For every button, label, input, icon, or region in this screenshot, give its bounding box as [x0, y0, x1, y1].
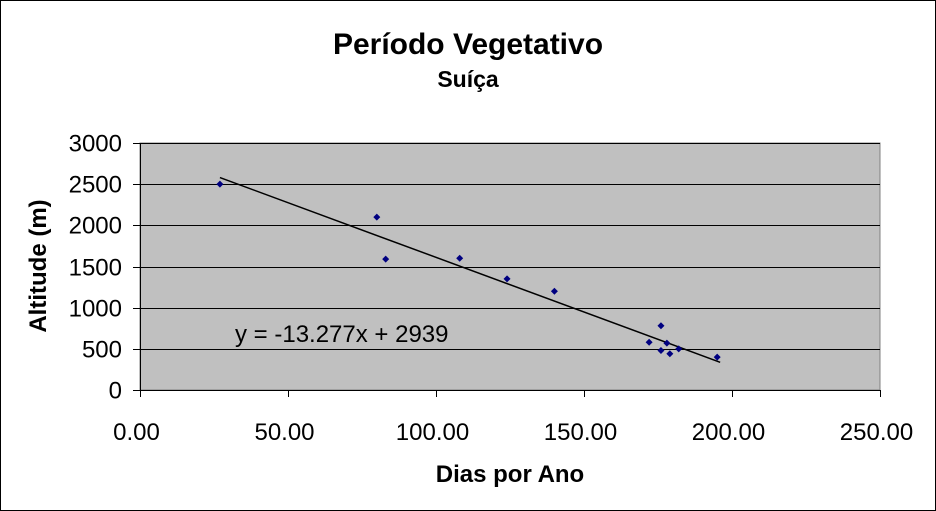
data-point-9	[663, 339, 671, 347]
data-point-11	[675, 345, 683, 353]
data-point-0	[216, 180, 224, 188]
data-point-4	[503, 275, 511, 283]
trendline-equation: y = -13.277x + 2939	[235, 321, 449, 348]
x-tick-label-5: 250.00	[840, 419, 913, 446]
data-point-2	[382, 255, 390, 263]
y-tick-label-5: 2500	[69, 172, 122, 199]
data-point-10	[666, 350, 674, 358]
axes	[140, 143, 880, 391]
y-tick-label-4: 2000	[69, 213, 122, 240]
gridlines	[140, 143, 880, 350]
x-tick-label-1: 50.00	[254, 419, 314, 446]
data-point-7	[657, 322, 665, 330]
x-tick-label-2: 100.00	[396, 419, 469, 446]
data-points	[216, 180, 721, 361]
y-tick-label-3: 1500	[69, 255, 122, 282]
chart-subtitle: Suíça	[437, 66, 499, 92]
x-axis-title: Dias por Ano	[436, 461, 584, 488]
data-point-3	[456, 254, 464, 262]
x-tick-label-4: 200.00	[692, 419, 765, 446]
data-point-1	[373, 213, 381, 221]
chart-title: Período Vegetativo	[333, 28, 603, 61]
tick-marks	[133, 143, 881, 397]
y-tick-label-6: 3000	[69, 131, 122, 158]
data-point-12	[713, 353, 721, 361]
y-axis-title: Altitude (m)	[25, 199, 52, 332]
x-tick-label-0: 0.00	[113, 419, 160, 446]
trendline	[219, 176, 721, 363]
data-point-5	[550, 287, 558, 295]
y-tick-label-1: 500	[82, 337, 122, 364]
y-tick-label-2: 1000	[69, 296, 122, 323]
data-point-8	[657, 346, 665, 354]
data-point-6	[645, 338, 653, 346]
plot-area	[139, 142, 881, 391]
tick-labels: 0 500 1000 1500 2000 2500 3000 0.00 50.00 100.00 1…	[69, 131, 914, 447]
y-tick-label-0: 0	[109, 378, 122, 405]
x-tick-label-3: 150.00	[544, 419, 617, 446]
trendline-group	[219, 176, 721, 363]
